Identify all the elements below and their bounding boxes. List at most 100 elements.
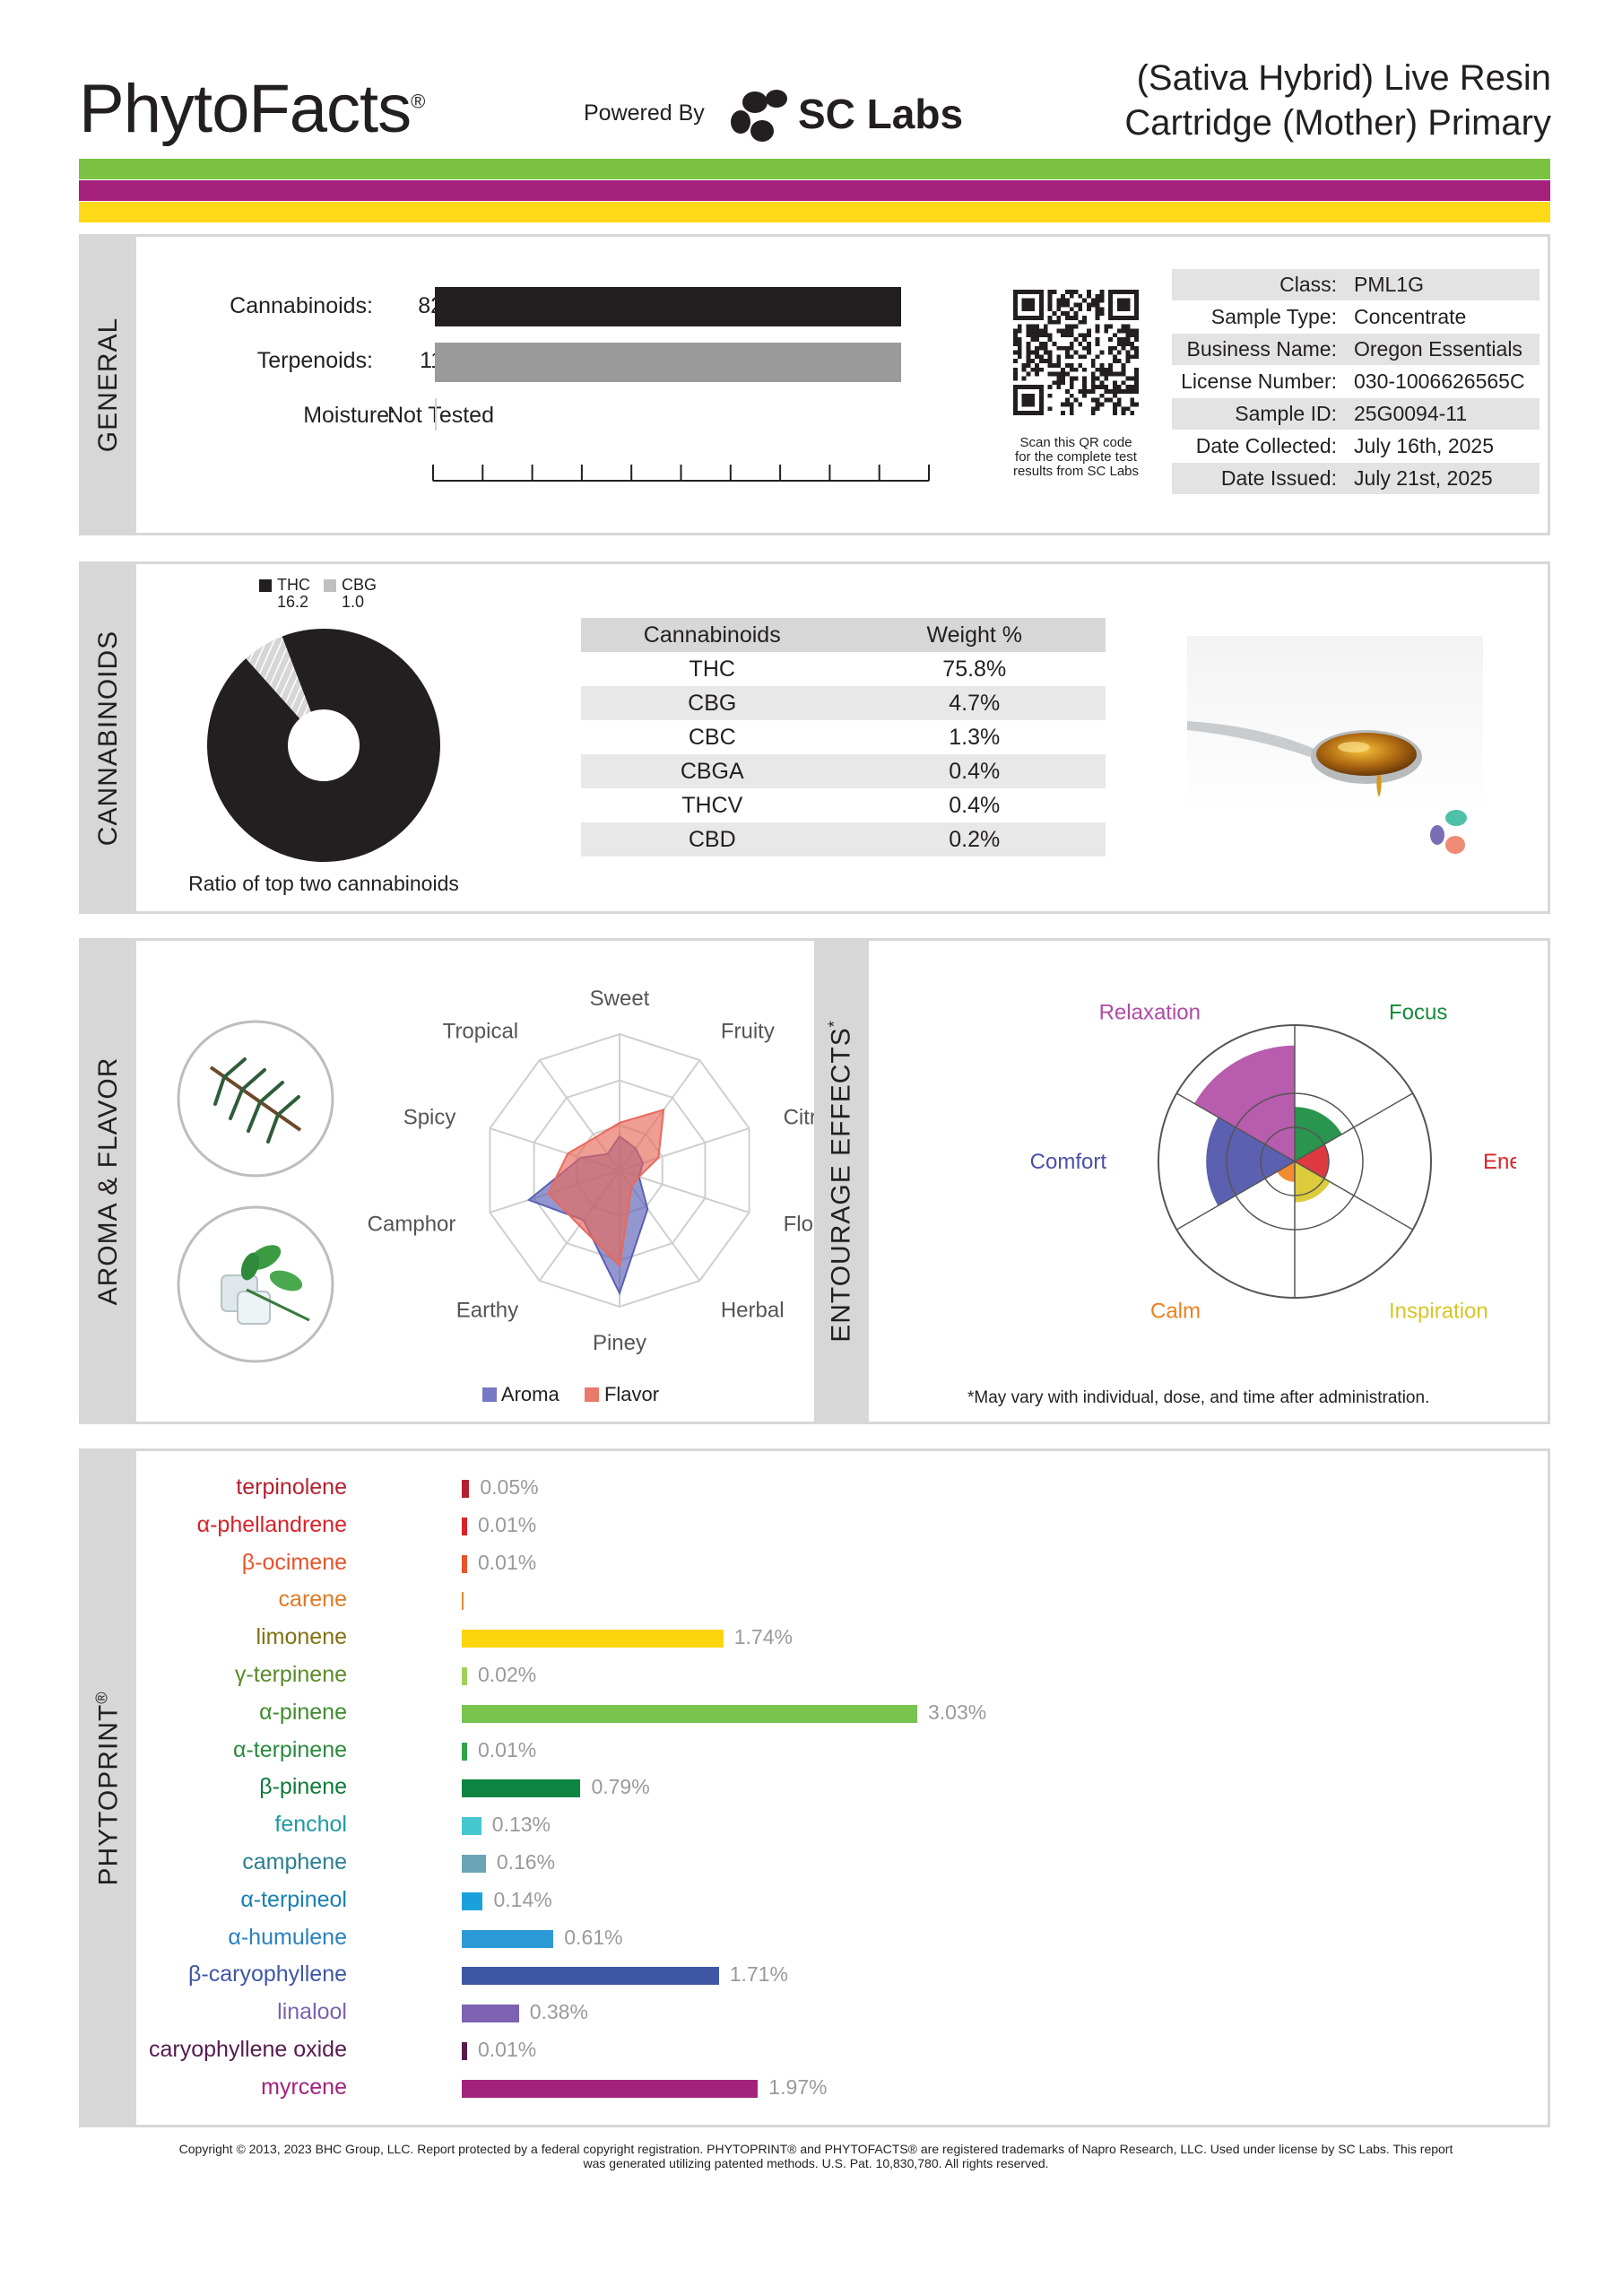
aroma-legend-label: Aroma [500, 1383, 559, 1405]
terpene-name: α-pinene [259, 1699, 347, 1725]
qr-code-icon[interactable] [1013, 290, 1139, 415]
effect-label: Inspiration [1389, 1299, 1488, 1323]
terpene-name: β-caryophyllene [188, 1961, 347, 1987]
info-row-license-number: License Number: 030-1006626565C [1172, 366, 1540, 397]
aroma-effects-panel: AROMA & FLAVOR SweetFruityCitrusyFloralH… [79, 938, 1550, 1424]
effects-side-tab: ENTOURAGE EFFECTS* [814, 941, 869, 1422]
radar-axis-label: Earthy [456, 1298, 518, 1322]
concentrate-spoon-photo [1187, 636, 1483, 815]
copyright-notice: Copyright © 2013, 2023 BHC Group, LLC. R… [90, 2142, 1542, 2170]
cannabinoid-weight: 0.2% [843, 822, 1106, 857]
effect-label: Comfort [1030, 1150, 1107, 1174]
cbg-legend-value: 1.0 [342, 593, 365, 611]
flavor-legend-swatch [584, 1387, 599, 1402]
effect-label: Relaxation [1099, 1001, 1201, 1025]
table-row: CBGA 0.4% [581, 754, 1106, 788]
terpenoids-bar [435, 343, 901, 382]
flavor-series [547, 1108, 665, 1268]
radar-axis-label: Tropical [443, 1020, 518, 1044]
info-value: PML1G [1354, 273, 1424, 296]
general-side-tab: GENERAL [82, 237, 136, 533]
terpene-value: 0.61% [564, 1925, 623, 1949]
radar-legend: Aroma Flavor [482, 1384, 659, 1405]
info-row-business-name: Business Name: Oregon Essentials [1172, 334, 1540, 365]
effect-label: Focus [1389, 1001, 1447, 1025]
aroma-legend-swatch [482, 1387, 497, 1402]
product-title-line-2: Cartridge (Mother) Primary [1124, 103, 1551, 143]
product-title-line-1: (Sativa Hybrid) Live Resin [1136, 58, 1551, 98]
terpene-value: 0.02% [478, 1663, 537, 1686]
terpene-value: 0.16% [496, 1850, 556, 1874]
info-row-sample-id: Sample ID: 25G0094-11 [1172, 398, 1540, 430]
effects-section-text: ENTOURAGE EFFECTS [826, 1027, 856, 1343]
phytoprint-section-title: PHYTOPRINT® [93, 1691, 125, 1885]
cannabinoids-bar [435, 287, 901, 326]
info-value: July 21st, 2025 [1354, 466, 1493, 490]
terpene-name: β-pinene [259, 1774, 347, 1800]
table-row: CBC 1.3% [581, 720, 1106, 754]
thc-legend-swatch [259, 579, 272, 592]
terpene-bar [462, 1592, 464, 1611]
sc-labs-mark-icon [731, 90, 787, 142]
terpene-bar [462, 1892, 483, 1910]
info-value: Concentrate [1354, 305, 1467, 328]
general-panel: GENERAL Cannabinoids: 82.76% Terpenoids:… [79, 234, 1550, 535]
info-value: 030-1006626565C [1354, 370, 1525, 393]
effect-label: Calm [1150, 1299, 1201, 1323]
qr-caption: Scan this QR code for the complete test … [978, 436, 1174, 479]
radar-axis-label: Camphor [368, 1212, 456, 1236]
phytoprint-side-tab: PHYTOPRINT® [82, 1451, 136, 2125]
info-value: July 16th, 2025 [1354, 434, 1495, 457]
phytoprint-registered-mark: ® [92, 1690, 111, 1704]
effects-footnote: *May vary with individual, dose, and tim… [967, 1388, 1430, 1407]
terpene-name: β-ocimene [241, 1549, 347, 1575]
terpene-name: carene [278, 1587, 347, 1613]
thc-legend-value: 16.2 [277, 593, 309, 611]
terpene-name: myrcene [261, 2074, 347, 2100]
info-label: Date Issued: [1220, 466, 1337, 490]
radar-axis-label: Herbal [721, 1298, 785, 1322]
terpene-name: linalool [277, 1999, 347, 2025]
green-stripe [79, 159, 1550, 179]
terpene-value: 0.13% [491, 1813, 551, 1837]
pine-branch-icon [177, 1020, 334, 1178]
scale-axis [432, 465, 930, 482]
cannabinoids-section-title: CANNABINOIDS [93, 630, 123, 846]
cannabinoid-ratio-donut [207, 628, 440, 862]
terpene-bar [462, 1742, 467, 1761]
aroma-section-title: AROMA & FLAVOR [93, 1057, 123, 1306]
terpene-bar [462, 1630, 724, 1648]
cannabinoids-label: Cannabinoids: [230, 293, 373, 318]
phytofacts-logo: PhytoFacts® [79, 70, 425, 148]
phytoprint-section-text: PHYTOPRINT [93, 1703, 124, 1886]
terpene-bar [462, 1779, 581, 1798]
info-label: Sample ID: [1235, 402, 1337, 425]
terpene-bar [462, 1554, 467, 1573]
info-row-sample-type: Sample Type: Concentrate [1172, 301, 1540, 333]
effect-wedge [1206, 1117, 1295, 1206]
cbg-legend-swatch [324, 579, 336, 592]
moisture-value: Not Tested [386, 403, 494, 428]
terpene-name: α-terpineol [240, 1886, 347, 1912]
purple-stripe [79, 180, 1550, 201]
flavor-legend-label: Flavor [603, 1383, 660, 1405]
table-row: THC 75.8% [581, 652, 1106, 686]
moisture-bar [435, 398, 437, 430]
terpene-value: 0.01% [478, 2038, 537, 2061]
product-title: (Sativa Hybrid) Live Resin Cartridge (Mo… [995, 56, 1551, 145]
table-header-row: Cannabinoids Weight % [581, 618, 1106, 652]
general-section-title: GENERAL [93, 317, 123, 453]
powered-by-label: Powered By [584, 100, 705, 126]
terpene-bar [462, 1517, 467, 1535]
qr-caption-line-1: Scan this QR code [1019, 435, 1132, 450]
cannabinoid-name: CBD [581, 822, 844, 857]
terpene-bar [462, 1929, 554, 1948]
terpene-bar [462, 1667, 467, 1685]
info-label: Class: [1279, 273, 1337, 296]
qr-caption-line-3: results from SC Labs [1012, 464, 1140, 479]
qr-caption-line-2: for the complete test [1015, 449, 1137, 465]
cannabinoid-name: CBC [688, 724, 736, 750]
radar-axis-label: Sweet [590, 987, 650, 1011]
radar-axis-label: Piney [593, 1331, 646, 1355]
terpene-bar [462, 1967, 719, 1986]
